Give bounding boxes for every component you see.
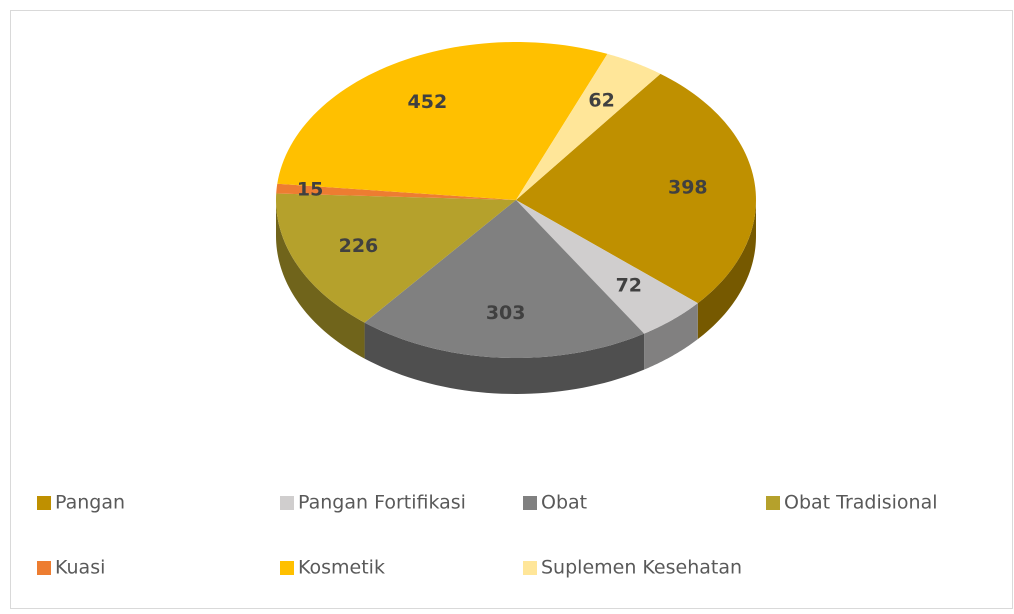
legend-swatch	[523, 561, 537, 575]
legend-swatch	[280, 561, 294, 575]
pie-slice	[516, 73, 756, 304]
pie-side	[276, 200, 365, 359]
legend-label: Obat Tradisional	[784, 492, 938, 514]
pie-slice	[276, 183, 516, 200]
pie-slice	[516, 53, 661, 200]
pie-slice	[364, 200, 645, 358]
legend-label: Kuasi	[55, 557, 105, 579]
legend-swatch	[37, 496, 51, 510]
pie-side	[697, 200, 756, 340]
pie-slice	[276, 193, 516, 323]
legend-label: Kosmetik	[298, 557, 385, 579]
pie-slice	[277, 42, 608, 201]
legend-label: Pangan	[55, 492, 125, 514]
data-label: 452	[408, 91, 448, 113]
legend-swatch	[37, 561, 51, 575]
legend-label: Pangan Fortifikasi	[298, 492, 466, 514]
legend-swatch	[280, 496, 294, 510]
data-label: 62	[588, 90, 614, 112]
legend-swatch	[523, 496, 537, 510]
pie-side	[364, 322, 645, 394]
legend-label: Obat	[541, 492, 587, 514]
pie-side	[644, 303, 698, 370]
data-label: 72	[616, 275, 642, 297]
pie-sides	[276, 200, 756, 394]
pie-slice	[516, 200, 698, 334]
legend-swatch	[766, 496, 780, 510]
legend-label: Suplemen Kesehatan	[541, 557, 742, 579]
data-label: 398	[668, 176, 708, 198]
data-label: 15	[297, 179, 323, 201]
data-label: 226	[339, 235, 379, 257]
data-label: 303	[486, 302, 526, 324]
